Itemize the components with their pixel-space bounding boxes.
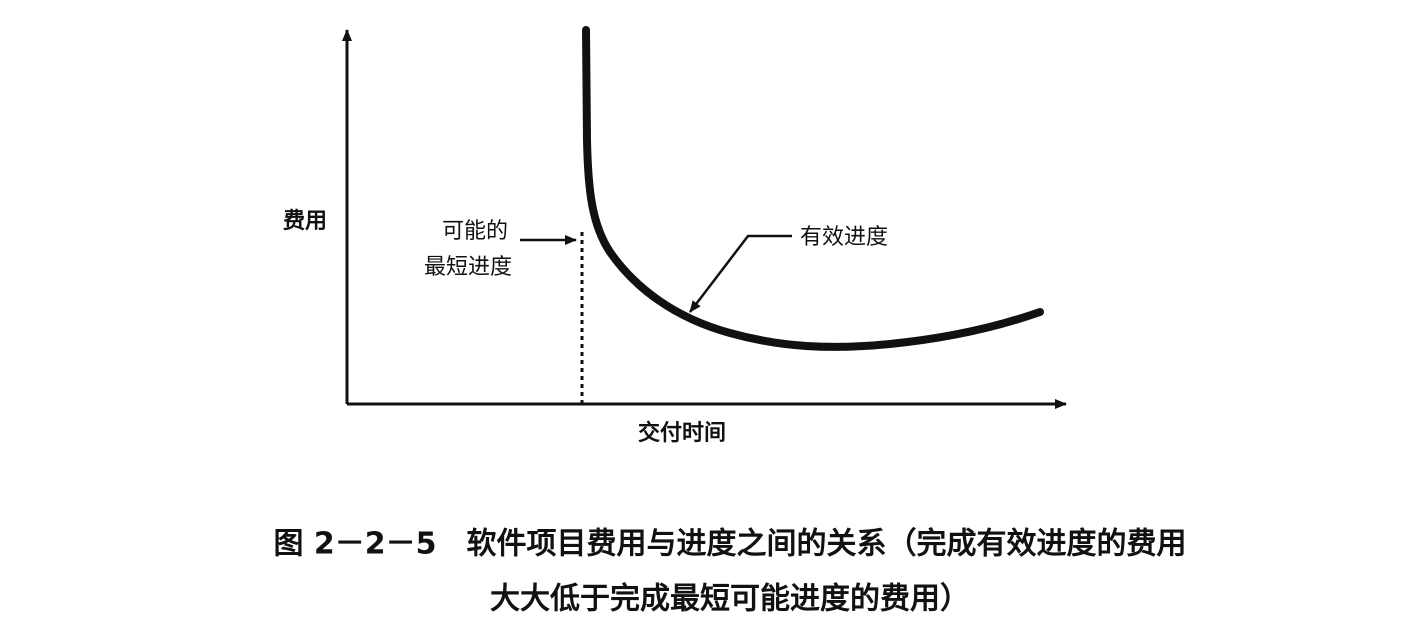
- caption-line: 图 2－2－5 软件项目费用与进度之间的关系（完成有效进度的费用: [273, 527, 1186, 562]
- y-axis-label: 费用: [283, 209, 327, 234]
- x-axis-label: 交付时间: [638, 420, 726, 446]
- caption-line: 大大低于完成最短可能进度的费用）: [490, 582, 970, 617]
- cost-curve: [582, 26, 1044, 351]
- annotation-text: 最短进度: [424, 255, 512, 280]
- annotation-text: 可能的: [442, 219, 508, 244]
- annotation-arrow: [689, 234, 792, 313]
- annotation-text: 有效进度: [800, 225, 888, 250]
